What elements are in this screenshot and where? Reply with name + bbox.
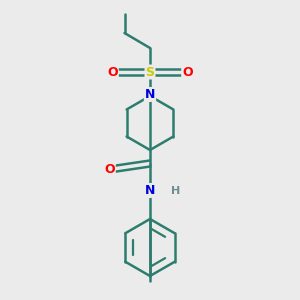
Text: S: S bbox=[146, 65, 154, 79]
Text: O: O bbox=[104, 163, 115, 176]
Text: H: H bbox=[171, 185, 180, 196]
Text: N: N bbox=[145, 184, 155, 197]
Text: O: O bbox=[107, 65, 118, 79]
Text: O: O bbox=[182, 65, 193, 79]
Text: N: N bbox=[145, 88, 155, 101]
